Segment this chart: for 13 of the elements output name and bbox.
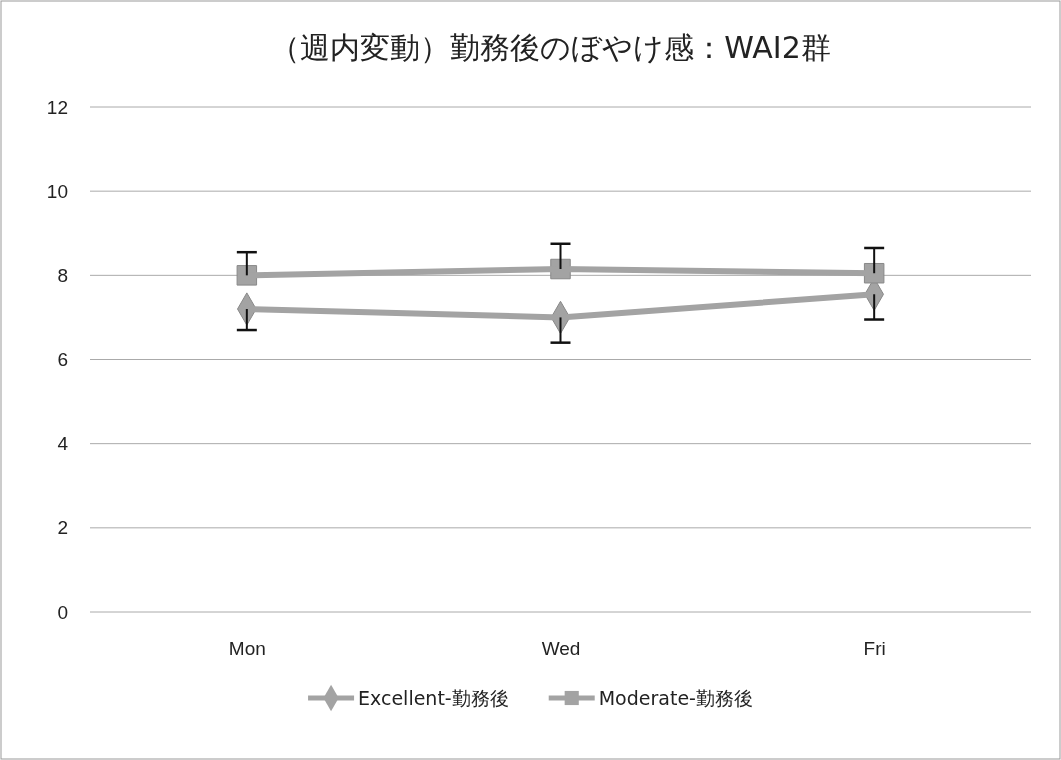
legend-label: Moderate-勤務後 — [598, 686, 753, 709]
y-tick-label: 2 — [57, 517, 68, 539]
legend-label: Excellent-勤務後 — [358, 686, 509, 709]
y-tick-label: 6 — [57, 349, 68, 371]
chart-title: （週内変動）勤務後のぼやけ感：WAI2群 — [270, 30, 831, 65]
x-tick-label: Mon — [228, 638, 266, 660]
y-tick-label: 4 — [57, 433, 69, 455]
y-tick-label: 8 — [57, 264, 68, 286]
x-tick-label: Fri — [863, 638, 886, 660]
y-tick-label: 12 — [46, 96, 68, 118]
x-tick-label: Wed — [541, 638, 581, 660]
y-tick-label: 10 — [46, 180, 68, 202]
y-tick-label: 0 — [57, 601, 68, 623]
